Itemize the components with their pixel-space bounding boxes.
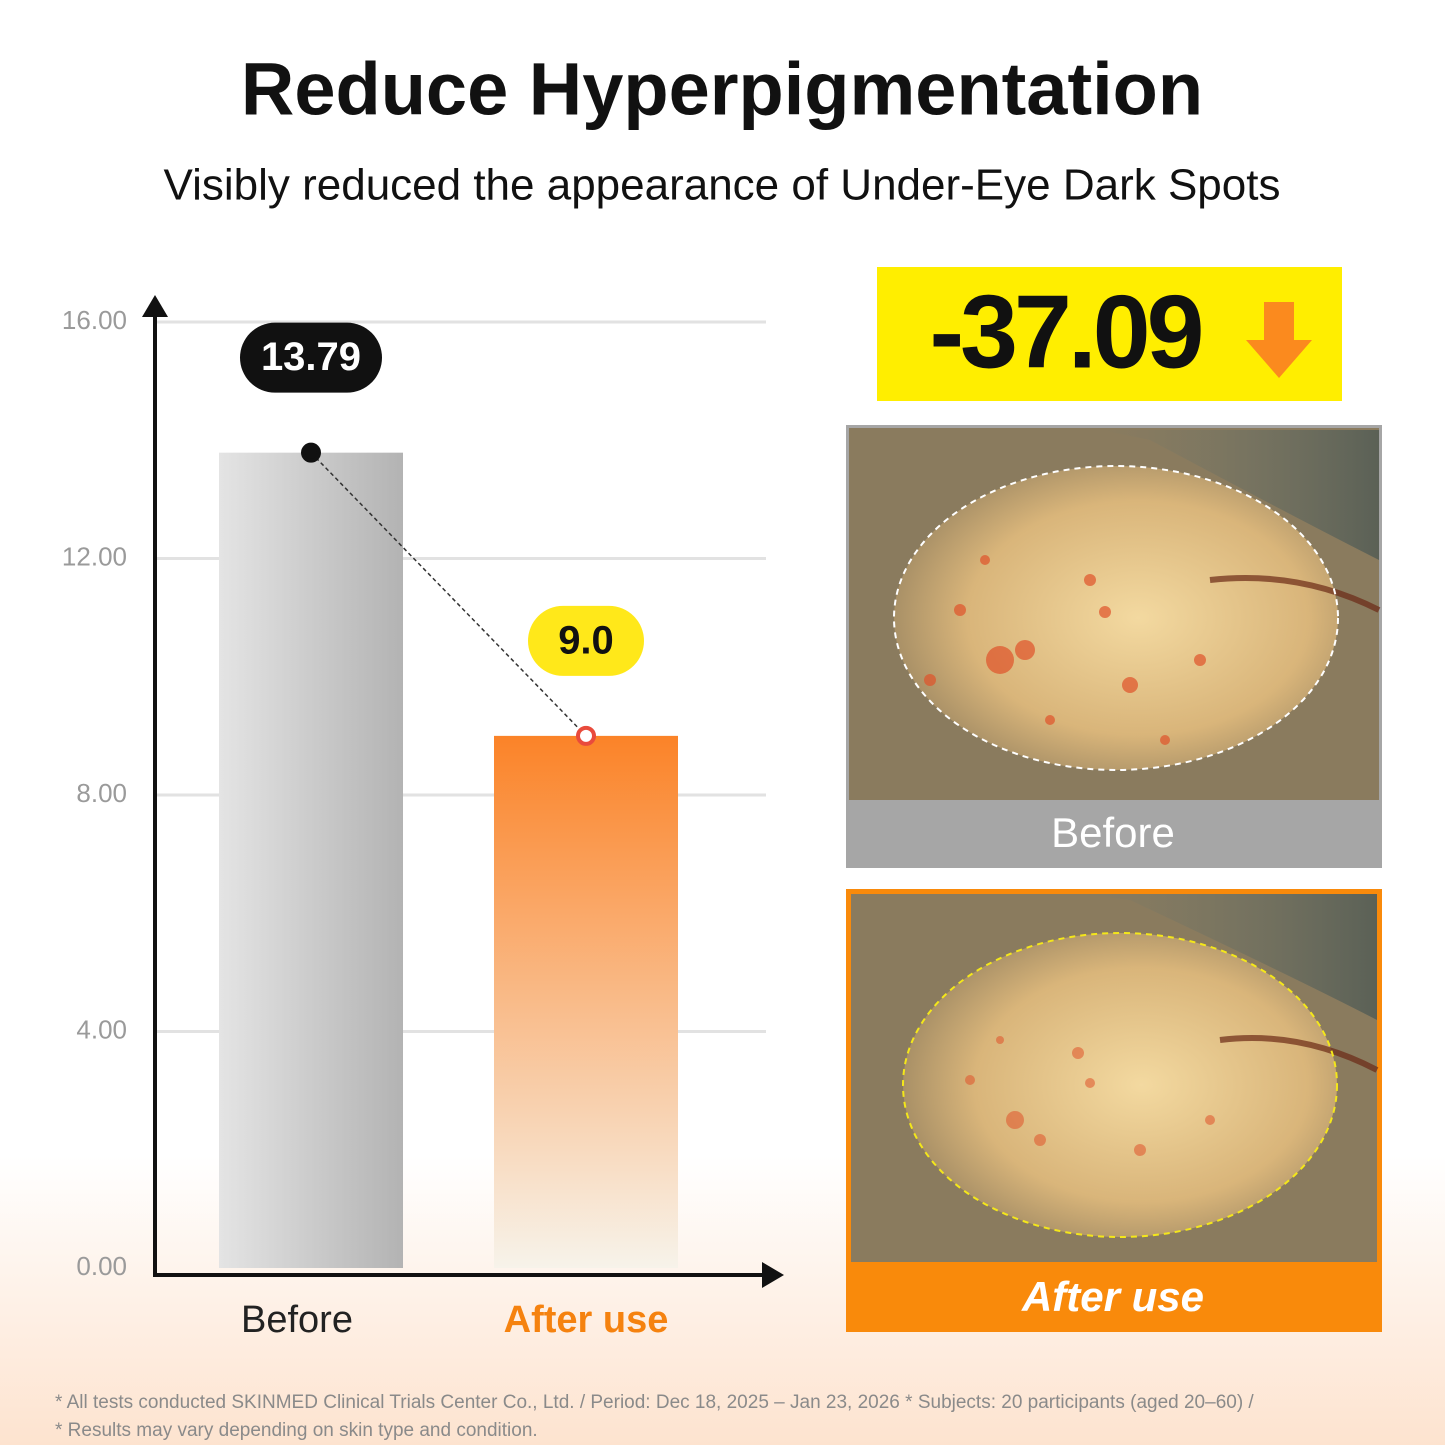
photo-caption: After use — [1021, 1273, 1204, 1320]
change-label: -37.09 — [930, 274, 1201, 390]
y-tick-label: 4.00 — [76, 1014, 127, 1044]
y-tick-label: 12.00 — [62, 541, 127, 571]
value-label: 9.0 — [558, 618, 614, 662]
y-tick-label: 0.00 — [76, 1251, 127, 1281]
after-photo: After use — [846, 889, 1382, 1332]
connector — [310, 452, 587, 737]
title: Reduce Hyperpigmentation — [241, 48, 1203, 131]
footnote: * All tests conducted SKINMED Clinical T… — [55, 1392, 1254, 1413]
x-axis-arrow — [762, 1262, 784, 1288]
bar — [494, 735, 678, 1268]
down-arrow — [1246, 302, 1312, 378]
y-tick-label: 16.00 — [62, 305, 127, 335]
y-tick-label: 8.00 — [76, 778, 127, 808]
value-bubble — [240, 322, 382, 393]
bar-chart: 16.00 12.00 8.00 4.00 0.00 Before After use 13.… — [62, 295, 784, 1341]
y-axis-arrow — [142, 295, 168, 317]
subtitle: Visibly reduced the appearance of Under-… — [164, 161, 1281, 210]
point — [576, 725, 596, 746]
photo-caption: Before — [1051, 809, 1175, 856]
footnote: * Results may vary depending on skin typ… — [55, 1420, 538, 1441]
value-bubble — [528, 605, 644, 676]
value-label: 13.79 — [261, 335, 361, 379]
bar — [219, 452, 403, 1268]
x-tick-label: After use — [504, 1299, 669, 1341]
before-photo: Before — [846, 425, 1382, 868]
point — [301, 442, 321, 463]
x-tick-label: Before — [241, 1299, 353, 1341]
